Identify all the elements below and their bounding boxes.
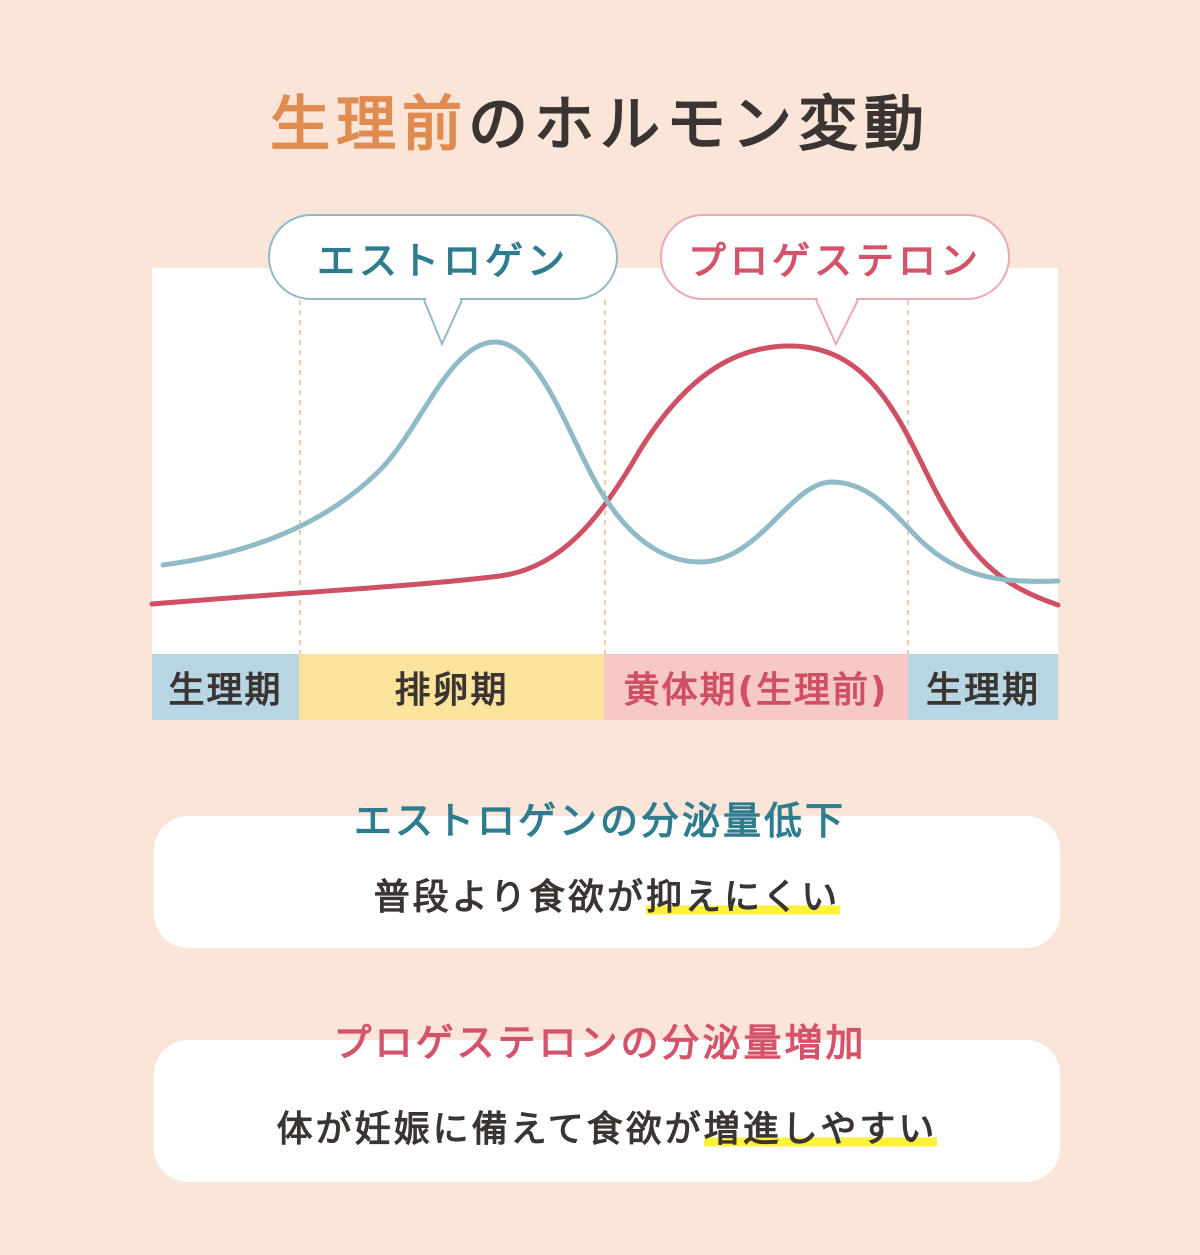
estrogen-card-heading: エストロゲンの分泌量低下: [353, 799, 846, 843]
title-accent: 生理前: [270, 90, 468, 160]
card-text-highlight: 増進しやすい: [703, 1109, 938, 1150]
card-text-highlight: 抑えにくい: [646, 877, 841, 918]
progesterone-card: 体が妊娠に備えて食欲が増進しやすい: [154, 1040, 1060, 1182]
card-text-plain: 体が妊娠に備えて食欲が: [276, 1109, 704, 1150]
phase-menstrual: 生理期: [152, 654, 299, 720]
title-rest: のホルモン変動: [468, 90, 930, 160]
phase-menstrual-2: 生理期: [908, 654, 1058, 720]
estrogen-card: 普段より食欲が抑えにくい: [154, 816, 1060, 948]
estrogen-curve: [160, 339, 1061, 584]
progesterone-curve: [149, 343, 1061, 608]
progesterone-card-text: 体が妊娠に備えて食欲が増進しやすい: [154, 1100, 1060, 1152]
phase-ovulation: 排卵期: [299, 654, 604, 720]
page-title: 生理前のホルモン変動: [0, 76, 1200, 163]
progesterone-bubble-tail: [815, 299, 859, 347]
progesterone-label: プロゲステロン: [660, 214, 1010, 300]
card-text-plain: 普段より食欲が: [373, 877, 646, 918]
progesterone-card-heading: プロゲステロンの分泌量増加: [333, 1021, 867, 1065]
phase-row: 生理期 排卵期 黄体期(生理前) 生理期: [152, 654, 1058, 720]
estrogen-card-text: 普段より食欲が抑えにくい: [154, 868, 1060, 920]
estrogen-label: エストロゲン: [268, 214, 618, 300]
phase-luteal: 黄体期(生理前): [604, 654, 908, 720]
estrogen-bubble-tail: [423, 299, 463, 347]
